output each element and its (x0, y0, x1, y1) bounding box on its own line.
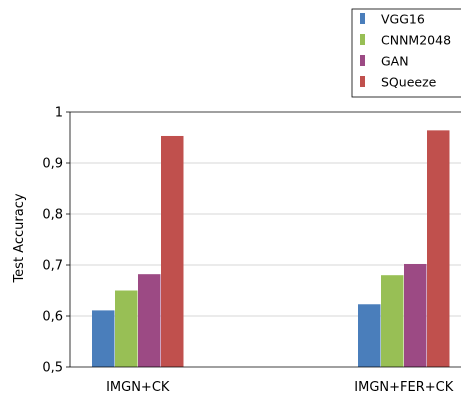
y-axis-title: Test Accuracy (12, 193, 27, 283)
legend-box (351, 8, 461, 98)
y-ticks: 0,5 0,6 0,7 0,8 0,9 1 (42, 106, 70, 376)
bar-vgg16-1 (92, 310, 115, 367)
bar-gan-2 (404, 263, 427, 367)
legend-swatch-gan (360, 55, 365, 66)
y-tick-label: 0,7 (42, 259, 63, 274)
bar-cnnm2048-1 (115, 290, 138, 367)
legend-label-vgg16: VGG16 (381, 12, 425, 27)
x-tick-label: IMGN+FER+CK (354, 380, 453, 393)
legend-swatch-squeeze (360, 76, 365, 87)
y-tick-label: 0,9 (42, 157, 63, 172)
y-tick-label: 0,6 (42, 310, 63, 325)
legend-label-gan: GAN (381, 54, 409, 69)
axes (69, 111, 461, 368)
bar-vgg16-2 (358, 304, 381, 367)
y-tick-label: 0,5 (42, 361, 63, 376)
legend-swatch-vgg16 (360, 13, 365, 24)
legend-label-cnnm2048: CNNM2048 (381, 33, 451, 48)
bars (92, 130, 450, 367)
x-ticks: IMGN+CK IMGN+FER+CK (106, 380, 454, 393)
legend-label-squeeze: SQueeze (381, 75, 437, 90)
y-tick-label: 1 (55, 106, 63, 121)
x-tick-label: IMGN+CK (106, 380, 170, 393)
legend: VGG16 CNNM2048 GAN SQueeze (351, 8, 461, 98)
bar-gan-1 (138, 274, 161, 367)
y-tick-label: 0,8 (42, 208, 63, 223)
legend-swatch-cnnm2048 (360, 34, 365, 45)
bar-squeeze-2 (427, 130, 450, 367)
bar-cnnm2048-2 (381, 275, 404, 367)
bar-squeeze-1 (161, 135, 184, 367)
